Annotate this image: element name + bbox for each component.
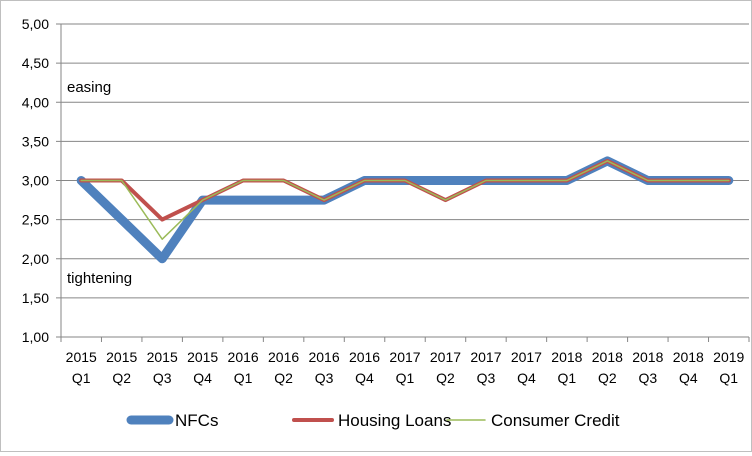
y-tick-label: 4,00 [22, 94, 49, 110]
x-tick-label-year: 2015 [147, 349, 178, 365]
y-tick-label: 1,50 [22, 290, 49, 306]
series-line-consumer-credit [80, 160, 730, 240]
series-lines [76, 156, 734, 264]
x-tick-label-quarter: Q1 [719, 370, 738, 386]
x-tick-label-year: 2016 [349, 349, 380, 365]
x-tick-label-year: 2017 [511, 349, 542, 365]
x-tick-label-year: 2015 [187, 349, 218, 365]
y-tick-label: 4,50 [22, 55, 49, 71]
x-tick-label-year: 2016 [228, 349, 259, 365]
x-tick-label-quarter: Q3 [153, 370, 172, 386]
legend-label: NFCs [175, 411, 218, 430]
x-tick-label-quarter: Q2 [112, 370, 131, 386]
legend-label: Housing Loans [338, 411, 451, 430]
axes [60, 24, 749, 338]
x-tick-label-quarter: Q3 [638, 370, 657, 386]
y-axis-ticks: 1,00 1,50 2,00 2,50 3,00 3,50 4,00 4,50 5,00 [22, 16, 61, 345]
x-tick-label-quarter: Q2 [436, 370, 455, 386]
x-axis-ticks: 2015 Q1 2015 Q2 2015 Q3 2015 Q4 2016 Q1 2016 Q2 2016… [60, 337, 750, 386]
x-tick-label-year: 2015 [106, 349, 137, 365]
annotation-easing: easing [67, 79, 111, 96]
x-tick-label-year: 2017 [389, 349, 420, 365]
y-tick-label: 2,00 [22, 251, 49, 267]
x-tick-label-year: 2018 [592, 349, 623, 365]
x-tick-label-quarter: Q1 [234, 370, 253, 386]
x-tick-label-quarter: Q2 [598, 370, 617, 386]
x-tick-label-quarter: Q1 [558, 370, 577, 386]
x-tick-label-year: 2016 [308, 349, 339, 365]
x-tick-label-year: 2016 [268, 349, 299, 365]
x-tick-label-quarter: Q1 [396, 370, 415, 386]
annotation-tightening: tightening [67, 270, 132, 287]
y-tick-label: 3,00 [22, 173, 49, 189]
x-tick-label-year: 2019 [713, 349, 744, 365]
x-tick-label-year: 2017 [430, 349, 461, 365]
x-tick-label-quarter: Q4 [193, 370, 212, 386]
y-tick-label: 1,00 [22, 329, 49, 345]
x-tick-label-quarter: Q4 [355, 370, 374, 386]
x-tick-label-year: 2018 [673, 349, 704, 365]
x-tick-label-quarter: Q4 [517, 370, 536, 386]
x-tick-label-year: 2017 [470, 349, 501, 365]
legend: NFCs Housing Loans Consumer Credit [126, 411, 620, 430]
x-tick-label-year: 2018 [632, 349, 663, 365]
y-tick-label: 3,50 [22, 133, 49, 149]
x-tick-label-quarter: Q3 [315, 370, 334, 386]
x-tick-label-quarter: Q3 [477, 370, 496, 386]
x-tick-label-quarter: Q2 [274, 370, 293, 386]
y-tick-label: 5,00 [22, 16, 49, 32]
x-tick-label-year: 2015 [66, 349, 97, 365]
x-tick-label-year: 2018 [551, 349, 582, 365]
x-tick-label-quarter: Q4 [679, 370, 698, 386]
legend-label: Consumer Credit [491, 411, 620, 430]
y-tick-label: 2,50 [22, 212, 49, 228]
x-tick-label-quarter: Q1 [72, 370, 91, 386]
